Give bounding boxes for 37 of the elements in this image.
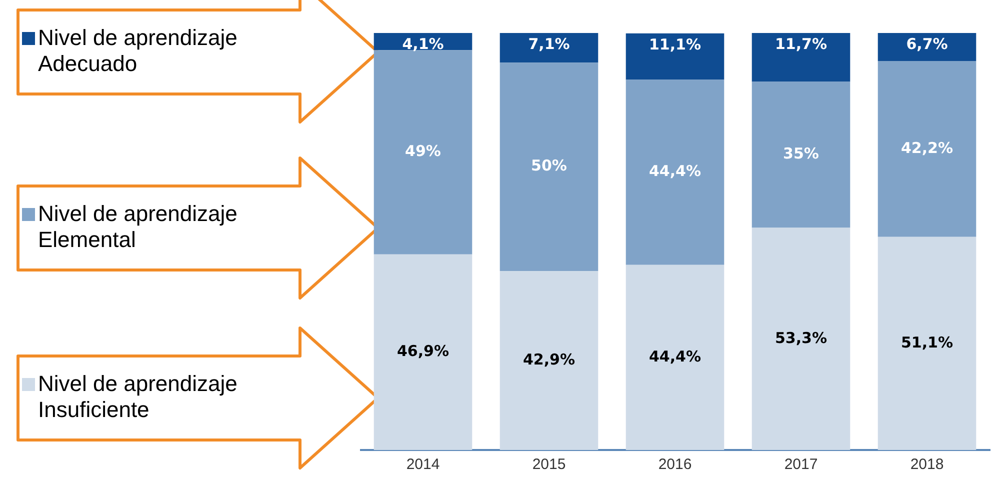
- data-label: 53,3%: [774, 328, 828, 347]
- bar: [752, 228, 850, 450]
- data-label: 42,2%: [900, 138, 954, 157]
- data-label: 51,1%: [900, 333, 954, 352]
- data-label: 4,1%: [402, 34, 444, 53]
- x-tick-label: 2017: [784, 456, 818, 474]
- x-tick-label: 2018: [910, 456, 944, 474]
- bar: [500, 62, 598, 272]
- x-tick-label: 2015: [532, 456, 566, 474]
- x-tick-label: 2014: [406, 456, 440, 474]
- data-label: 35%: [783, 144, 819, 163]
- data-label: 49%: [405, 142, 441, 160]
- bar: [626, 80, 724, 265]
- bar: [500, 271, 598, 450]
- bar: [374, 50, 472, 254]
- bar: [752, 33, 850, 82]
- bar: [752, 82, 850, 228]
- bar: [626, 33, 724, 80]
- x-tick-label: 2016: [658, 456, 692, 474]
- bar: [500, 33, 598, 63]
- data-label: 6,7%: [906, 34, 948, 53]
- data-label: 11,7%: [774, 34, 828, 53]
- data-label: 42,9%: [522, 350, 576, 368]
- bar: [626, 264, 724, 450]
- data-label: 46,9%: [396, 342, 450, 360]
- data-label: 11,1%: [648, 35, 702, 54]
- legend-label: Nivel de aprendizaje Elemental: [38, 201, 238, 253]
- bar: [374, 254, 472, 450]
- data-label: 44,4%: [648, 162, 702, 180]
- data-label: 50%: [531, 156, 567, 175]
- data-label: 7,1%: [528, 34, 570, 53]
- data-label: 44,4%: [648, 347, 702, 366]
- bar: [878, 60, 976, 237]
- legend-label: Nivel de aprendizaje Insuficiente: [38, 371, 238, 423]
- legend-label: Nivel de aprendizaje Adecuado: [38, 25, 238, 77]
- bar: [878, 236, 976, 450]
- bar: [878, 33, 976, 61]
